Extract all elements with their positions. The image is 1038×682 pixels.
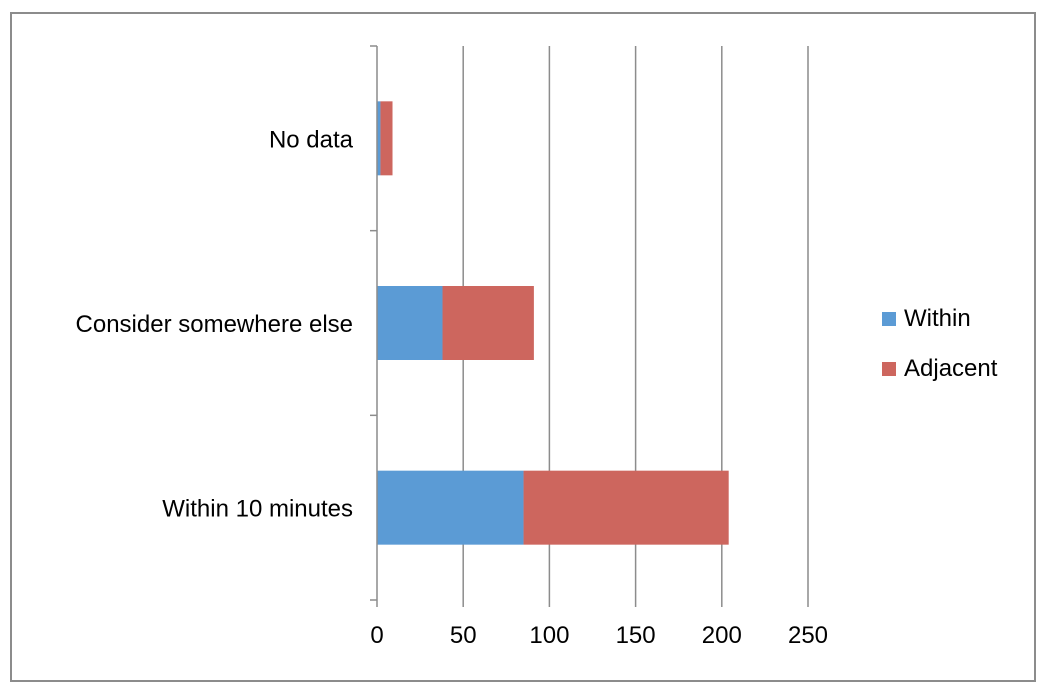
x-tick-label: 150 xyxy=(616,622,656,649)
bar-within-1 xyxy=(377,286,443,360)
legend-label-within: Within xyxy=(904,305,971,332)
x-tick-label: 50 xyxy=(450,622,477,649)
x-tick-label: 250 xyxy=(788,622,828,649)
x-tick-label: 200 xyxy=(702,622,742,649)
axes xyxy=(370,45,809,607)
y-category-label: Consider somewhere else xyxy=(76,311,353,338)
bars xyxy=(377,101,729,545)
legend-swatch-within xyxy=(882,312,896,326)
bar-adjacent-2 xyxy=(523,470,729,545)
x-tick-label: 100 xyxy=(529,622,569,649)
x-tick-label: 0 xyxy=(370,622,383,649)
y-category-label: No data xyxy=(269,126,354,153)
legend: Within Adjacent xyxy=(882,305,998,382)
legend-swatch-adjacent xyxy=(882,362,896,376)
bar-adjacent-0 xyxy=(380,101,393,176)
stacked-bar-chart: 0 50 100 150 200 250 No data Consider somewhere… xyxy=(76,45,998,649)
bar-adjacent-1 xyxy=(442,286,534,360)
legend-label-adjacent: Adjacent xyxy=(904,355,998,382)
bar-within-0 xyxy=(377,101,381,176)
y-category-label: Within 10 minutes xyxy=(162,496,353,523)
axis-labels: 0 50 100 150 200 250 No data Consider somewhere… xyxy=(76,126,828,649)
bar-within-2 xyxy=(377,470,524,545)
